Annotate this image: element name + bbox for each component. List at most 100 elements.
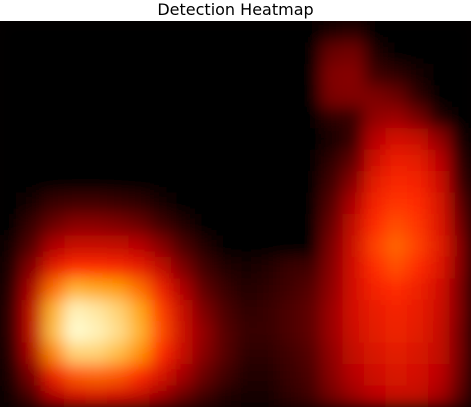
heatmap-cell [385,21,407,43]
heatmap-cell [407,386,429,407]
heatmap-canvas [0,21,471,407]
heatmap-cell [0,150,22,172]
heatmap-cell [150,321,172,343]
heatmap-cell [236,343,258,365]
heatmap-cell [278,21,300,43]
heatmap-cell [0,364,22,386]
heatmap-cell [193,278,215,300]
heatmap-cell [428,321,450,343]
heatmap-cell [236,214,258,236]
heatmap-cell [236,21,258,43]
heatmap-cell [428,364,450,386]
heatmap-cell [0,214,22,236]
heatmap-cell [86,364,108,386]
heatmap-cell [214,343,236,365]
heatmap-cell [278,386,300,407]
heatmap-cell [257,214,279,236]
heatmap-plot-area [0,21,471,407]
heatmap-cell [21,150,43,172]
heatmap-cell [171,85,193,107]
heatmap-cell [86,193,108,215]
heatmap-cell [86,150,108,172]
heatmap-cell [0,21,22,43]
heatmap-cell [150,171,172,193]
heatmap-cell [21,343,43,365]
heatmap-cell [407,21,429,43]
heatmap-cell [128,235,150,257]
heatmap-cell [364,42,386,64]
heatmap-cell [107,257,129,279]
heatmap-cell [193,107,215,129]
heatmap-cell [43,257,65,279]
heatmap-cell [150,193,172,215]
heatmap-cell [428,21,450,43]
heatmap-cell [0,193,22,215]
heatmap-cell [343,214,365,236]
heatmap-cell [343,21,365,43]
heatmap-cell [43,235,65,257]
heatmap-cell [128,171,150,193]
heatmap-cell [321,64,343,86]
heatmap-cell [257,193,279,215]
heatmap-cell [214,364,236,386]
heatmap-cell [300,193,322,215]
heatmap-cell [64,257,86,279]
heatmap-cell [43,278,65,300]
heatmap-cell [343,386,365,407]
heatmap-cell [428,386,450,407]
heatmap-cell [236,107,258,129]
heatmap-cell [321,128,343,150]
heatmap-cell [193,257,215,279]
heatmap-cell [428,193,450,215]
heatmap-cell [64,214,86,236]
heatmap-cell [107,42,129,64]
heatmap-cell [43,343,65,365]
heatmap-cell [407,364,429,386]
heatmap-cell [193,193,215,215]
heatmap-cell [21,364,43,386]
heatmap-cell [428,150,450,172]
heatmap-cell [300,171,322,193]
heatmap-cell [64,278,86,300]
heatmap-cell [385,128,407,150]
heatmap-cell [257,42,279,64]
heatmap-cell [21,300,43,322]
heatmap-cell [278,278,300,300]
heatmap-cell [343,150,365,172]
heatmap-cell [343,107,365,129]
heatmap-cell [86,21,108,43]
heatmap-cell [364,107,386,129]
heatmap-cell [450,64,471,86]
heatmap-cell [450,364,471,386]
heatmap-cell [64,150,86,172]
heatmap-cell [21,278,43,300]
heatmap-cell [128,278,150,300]
heatmap-cell [278,150,300,172]
heatmap-cell [385,278,407,300]
heatmap-cell [21,42,43,64]
heatmap-cell [150,386,172,407]
heatmap-cell [257,128,279,150]
heatmap-cell [407,42,429,64]
heatmap-cell [128,321,150,343]
heatmap-cell [385,235,407,257]
heatmap-cell [150,128,172,150]
heatmap-cell [64,171,86,193]
heatmap-cell [300,214,322,236]
heatmap-cell [364,321,386,343]
heatmap-cell [300,64,322,86]
heatmap-cell [257,64,279,86]
heatmap-cell [21,257,43,279]
heatmap-cell [450,85,471,107]
heatmap-cell [128,300,150,322]
heatmap-cell [385,85,407,107]
heatmap-cell [43,107,65,129]
heatmap-cell [385,386,407,407]
heatmap-cell [364,386,386,407]
heatmap-cell [86,128,108,150]
heatmap-cell [128,85,150,107]
heatmap-cell [450,42,471,64]
heatmap-cell [343,321,365,343]
heatmap-cell [214,321,236,343]
